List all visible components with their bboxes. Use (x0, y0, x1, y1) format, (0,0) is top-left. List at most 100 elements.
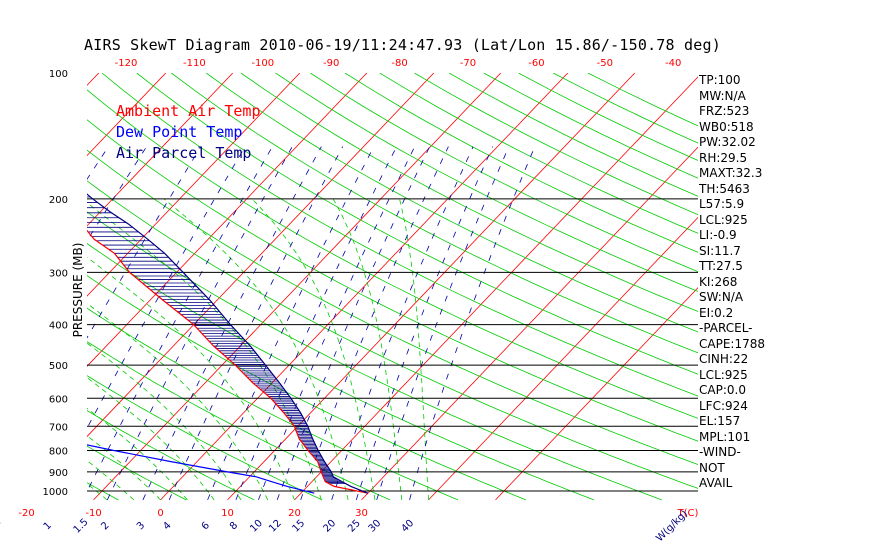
top-temp-tick-label: -60 (528, 58, 544, 69)
sounding-series (87, 193, 369, 494)
stat-item: TH:5463 (699, 181, 750, 196)
temp-tick-label: -20 (18, 508, 34, 519)
mixing-ratio-tick-label: 30 (367, 518, 384, 535)
isotherm-line (160, 73, 569, 501)
mixing-ratio-line (87, 146, 273, 493)
pressure-tick-label: 200 (49, 195, 68, 206)
mixing-ratio-tick-label: 1 (42, 520, 54, 532)
stat-item: MAXT:32.3 (699, 166, 763, 180)
isotherm-line (495, 287, 698, 501)
top-temp-tick-label: -90 (323, 58, 339, 69)
isotherm-line (87, 73, 301, 297)
mixing-ratio-tick-label: 1.5 (72, 517, 91, 536)
chart-title: AIRS SkewT Diagram 2010-06-19/11:24:47.9… (84, 36, 721, 54)
isotherm-line (87, 73, 435, 438)
top-temp-tick-label: -70 (460, 58, 476, 69)
mixing-ratio-tick-label: 6 (200, 520, 212, 532)
dry-adiabat-line (87, 180, 698, 489)
mixing-ratio-tick-label: 12 (267, 518, 284, 535)
pressure-tick-label: 1000 (43, 487, 68, 498)
moist-adiabat-line (87, 256, 295, 501)
legend-parcel: Air Parcel Temp (116, 144, 252, 162)
stat-item: CINH:22 (699, 352, 749, 366)
moist-adiabat-lines (0, 198, 429, 501)
stat-item: RH:29.5 (699, 150, 748, 165)
dry-adiabat-line (414, 73, 698, 216)
temp-unit-label: T(C) (677, 508, 699, 519)
isotherm-line (87, 73, 167, 157)
dry-adiabat-line (87, 482, 119, 501)
mixing-ratio-tick-label: 3 (135, 520, 147, 532)
stats-panel: TP:100 MW:N/A FRZ:523 WB0:518 PW:32.02 RH:29.… (699, 73, 765, 492)
mixing-ratio-line (207, 146, 375, 501)
mixing-ratio-line (300, 146, 449, 501)
dry-adiabat-line (483, 73, 698, 179)
stat-item: TP:100 (699, 73, 741, 87)
temp-tick-label: 20 (288, 508, 301, 519)
stat-item: KI:268 (699, 274, 738, 289)
dry-adiabat-line (87, 341, 391, 501)
top-temp-tick-label: -120 (115, 58, 138, 69)
stat-item: TT:27.5 (699, 259, 743, 273)
temp-tick-label: 30 (355, 508, 368, 519)
moist-adiabat-line (87, 407, 188, 501)
stat-item: LCL:925 (699, 367, 748, 382)
isotherm-line (0, 73, 32, 500)
dry-adiabat-line (87, 410, 255, 501)
stat-item: -WIND- (699, 445, 741, 459)
moist-adiabat-line (0, 199, 80, 500)
stat-item: EL:157 (699, 414, 741, 428)
parcel-temp-line (87, 193, 369, 494)
y-axis-label: PRESSURE (MB) (71, 243, 85, 338)
pressure-tick-label: 100 (49, 69, 68, 80)
dry-adiabat-line (136, 73, 698, 375)
dry-adiabat-line (310, 73, 698, 273)
stat-item: L57:5.9 (699, 197, 745, 211)
mixing-ratio-tick-label: 40 (399, 518, 416, 535)
moist-adiabat-line (251, 198, 376, 500)
legend-dewpoint: Dew Point Temp (116, 123, 243, 141)
stat-item: -PARCEL- (699, 321, 753, 335)
moist-adiabat-line (87, 342, 242, 501)
mixing-ratio-line (409, 146, 536, 500)
stat-item: LI:-0.9 (699, 228, 737, 242)
moist-adiabat-line (0, 199, 53, 500)
mixing-ratio-tick-label: 4 (161, 520, 173, 532)
dew-point-line (87, 444, 315, 494)
dry-adiabat-line (87, 119, 698, 442)
stat-item: EI:0.2 (699, 305, 734, 320)
legend: Ambient Air Temp Dew Point Temp Air Parc… (116, 101, 261, 164)
stat-item: MPL:101 (699, 429, 751, 444)
isotherm-line (87, 73, 234, 227)
mixing-ratio-tick-label: 2 (99, 520, 111, 532)
stat-item: LCL:925 (699, 212, 748, 227)
stat-item: WB0:518 (699, 119, 754, 134)
stat-item: LFC:924 (699, 398, 748, 413)
top-temp-tick-label: -40 (665, 58, 681, 69)
moist-adiabat-line (87, 202, 322, 501)
pressure-tick-label: 500 (49, 361, 68, 372)
pressure-tick-label: 400 (49, 321, 68, 332)
pressure-tick-label: 300 (49, 268, 68, 279)
legend-ambient: Ambient Air Temp (116, 102, 261, 120)
isotherm-line (227, 73, 636, 501)
top-temp-tick-label: -80 (391, 58, 407, 69)
temp-tick-label: -10 (85, 508, 101, 519)
dry-adiabat-line (205, 73, 698, 333)
cape-hatch (87, 196, 346, 484)
stat-item: SW:N/A (699, 290, 744, 304)
moist-adiabat-line (163, 198, 349, 501)
pressure-lines (87, 198, 698, 492)
mixing-ratio-tick-label: 20 (322, 518, 339, 535)
mixing-ratio-tick-label: 0.5 (0, 517, 4, 536)
moist-adiabat-line (87, 302, 269, 501)
temp-tick-label: 10 (221, 508, 234, 519)
dry-adiabat-line (0, 73, 50, 500)
dry-adiabat-line (518, 73, 698, 161)
isotherm-line (428, 216, 698, 501)
moist-adiabat-line (87, 435, 161, 501)
axis-tick-labels: 1002003004005006007008009001000-50-40-30… (0, 58, 699, 544)
pressure-tick-label: 700 (49, 422, 68, 433)
isotherm-line (361, 146, 698, 501)
